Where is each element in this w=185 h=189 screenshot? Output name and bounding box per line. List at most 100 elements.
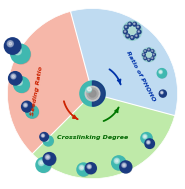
Circle shape — [16, 49, 19, 53]
Circle shape — [115, 160, 118, 162]
Circle shape — [22, 101, 32, 112]
Circle shape — [142, 133, 152, 144]
Circle shape — [46, 139, 48, 140]
Circle shape — [143, 54, 144, 55]
Circle shape — [151, 57, 154, 60]
Circle shape — [144, 57, 147, 60]
Circle shape — [86, 163, 97, 174]
Circle shape — [87, 165, 91, 169]
Circle shape — [43, 153, 56, 165]
Circle shape — [151, 50, 154, 53]
Circle shape — [112, 156, 126, 170]
Circle shape — [37, 159, 51, 173]
Circle shape — [12, 75, 15, 78]
Circle shape — [161, 92, 162, 93]
Circle shape — [9, 42, 12, 45]
Circle shape — [22, 102, 33, 112]
Circle shape — [153, 53, 155, 56]
Circle shape — [26, 105, 38, 118]
Circle shape — [15, 78, 30, 93]
Circle shape — [147, 140, 150, 144]
Circle shape — [18, 81, 21, 84]
Circle shape — [136, 25, 140, 29]
Circle shape — [148, 49, 149, 50]
Circle shape — [130, 36, 134, 40]
Circle shape — [120, 161, 132, 173]
Circle shape — [88, 166, 90, 168]
Circle shape — [124, 25, 128, 29]
Circle shape — [124, 22, 140, 39]
Circle shape — [23, 103, 27, 107]
Circle shape — [123, 21, 142, 40]
Circle shape — [131, 36, 133, 38]
Circle shape — [89, 90, 96, 97]
Circle shape — [160, 91, 166, 97]
Circle shape — [85, 163, 96, 174]
Circle shape — [80, 167, 83, 169]
Circle shape — [11, 44, 30, 64]
Polygon shape — [92, 81, 105, 106]
Circle shape — [138, 31, 139, 32]
Circle shape — [4, 38, 21, 54]
Circle shape — [78, 164, 90, 176]
Circle shape — [127, 35, 128, 36]
Wedge shape — [70, 9, 178, 116]
Circle shape — [147, 48, 150, 51]
Circle shape — [142, 48, 156, 62]
Circle shape — [144, 50, 147, 53]
Circle shape — [148, 59, 149, 60]
Circle shape — [45, 138, 49, 141]
Circle shape — [147, 53, 151, 57]
Circle shape — [88, 87, 91, 91]
Circle shape — [143, 134, 147, 139]
Circle shape — [133, 22, 137, 26]
Circle shape — [113, 157, 126, 170]
Circle shape — [129, 23, 130, 24]
Circle shape — [126, 34, 130, 38]
Circle shape — [80, 81, 105, 106]
Circle shape — [28, 108, 33, 112]
Circle shape — [153, 54, 154, 55]
Circle shape — [24, 104, 26, 106]
Circle shape — [124, 31, 126, 32]
Circle shape — [114, 158, 120, 163]
Circle shape — [16, 79, 22, 85]
Circle shape — [44, 153, 56, 166]
Circle shape — [44, 137, 53, 146]
Circle shape — [14, 47, 21, 55]
Circle shape — [7, 41, 13, 47]
Circle shape — [134, 23, 135, 24]
Circle shape — [6, 39, 21, 55]
Wedge shape — [7, 11, 93, 154]
Circle shape — [11, 74, 16, 79]
Circle shape — [10, 73, 22, 85]
Circle shape — [41, 133, 49, 141]
Circle shape — [40, 161, 43, 164]
Circle shape — [152, 50, 153, 51]
Circle shape — [147, 58, 150, 61]
Circle shape — [42, 135, 44, 136]
Circle shape — [87, 88, 98, 99]
Circle shape — [141, 132, 152, 144]
Text: Seeding Ratio: Seeding Ratio — [30, 66, 44, 116]
Circle shape — [158, 69, 167, 78]
Circle shape — [145, 139, 154, 148]
Circle shape — [128, 22, 132, 26]
Circle shape — [146, 140, 155, 149]
Circle shape — [144, 57, 146, 59]
Circle shape — [160, 91, 163, 94]
Circle shape — [136, 35, 137, 36]
Circle shape — [144, 136, 146, 138]
Circle shape — [79, 165, 84, 170]
Circle shape — [159, 90, 166, 97]
Circle shape — [157, 69, 166, 78]
Circle shape — [125, 26, 127, 28]
Circle shape — [137, 26, 139, 28]
Circle shape — [27, 106, 39, 118]
Circle shape — [85, 86, 100, 101]
Circle shape — [143, 49, 155, 61]
Circle shape — [147, 141, 149, 143]
Circle shape — [77, 163, 90, 176]
Circle shape — [142, 53, 145, 56]
Circle shape — [38, 160, 44, 166]
